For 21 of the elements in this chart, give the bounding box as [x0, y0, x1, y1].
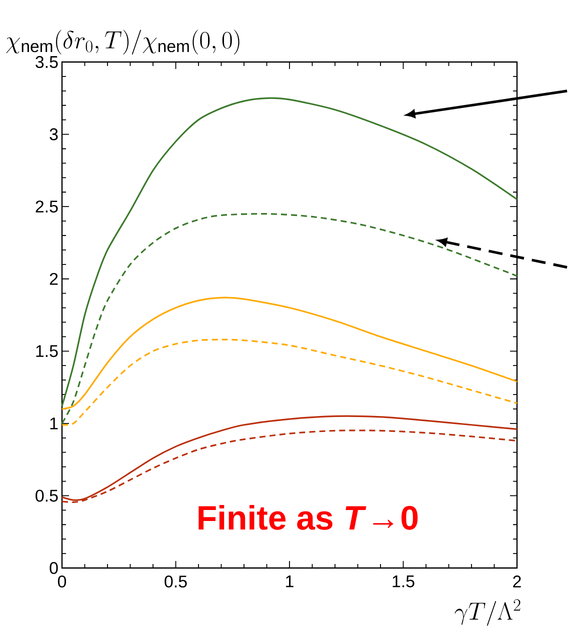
y-tick-label: 2.5 — [36, 200, 58, 213]
y-tick-label: 1.5 — [36, 345, 58, 358]
line-series — [61, 212, 518, 424]
line-series — [61, 296, 518, 410]
x-axis-title: $\gamma T/\Lambda^2$ — [454, 599, 520, 626]
y-tick-label: 2 — [50, 272, 58, 285]
x-tick-label: 0.5 — [164, 576, 187, 588]
line-series — [61, 415, 518, 501]
line-series — [61, 97, 518, 407]
line-series — [61, 338, 518, 426]
x-tick-label: 2 — [513, 576, 521, 588]
x-tick-label: 1 — [286, 576, 294, 588]
y-tick-label: 0 — [50, 562, 58, 574]
y-tick-label: 0.5 — [36, 490, 58, 502]
x-tick-label: 1.5 — [392, 576, 414, 588]
x-tick-label: 0 — [58, 576, 66, 588]
y-tick-label: 3.5 — [36, 56, 58, 68]
y-axis-title: $\chi_{\mathrm{nem}}(\delta r_0,T)/\chi_{\mathrm{nem}}(0,0)$ — [6, 30, 240, 54]
y-tick-label: 3 — [50, 128, 58, 140]
y-tick-label: 1 — [50, 418, 58, 430]
annotation: Finite as T→0 — [198, 504, 418, 530]
